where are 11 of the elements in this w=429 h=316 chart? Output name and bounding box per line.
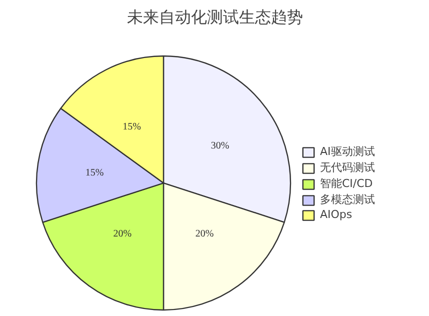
data-label: 30%	[210, 140, 230, 152]
data-label: 15%	[122, 121, 141, 132]
data-label: 20%	[195, 228, 214, 240]
data-label: 20%	[113, 228, 132, 240]
legend-label: 多模态测试	[320, 192, 375, 207]
data-label: 15%	[85, 168, 104, 179]
legend-label: 无代码测试	[320, 160, 375, 175]
legend-label: AI驱动测试	[320, 144, 375, 159]
legend-label: AIOps	[320, 208, 352, 221]
chart-title: 未来自动化测试生态趋势	[127, 8, 303, 26]
legend-label: 智能CI/CD	[320, 176, 373, 191]
